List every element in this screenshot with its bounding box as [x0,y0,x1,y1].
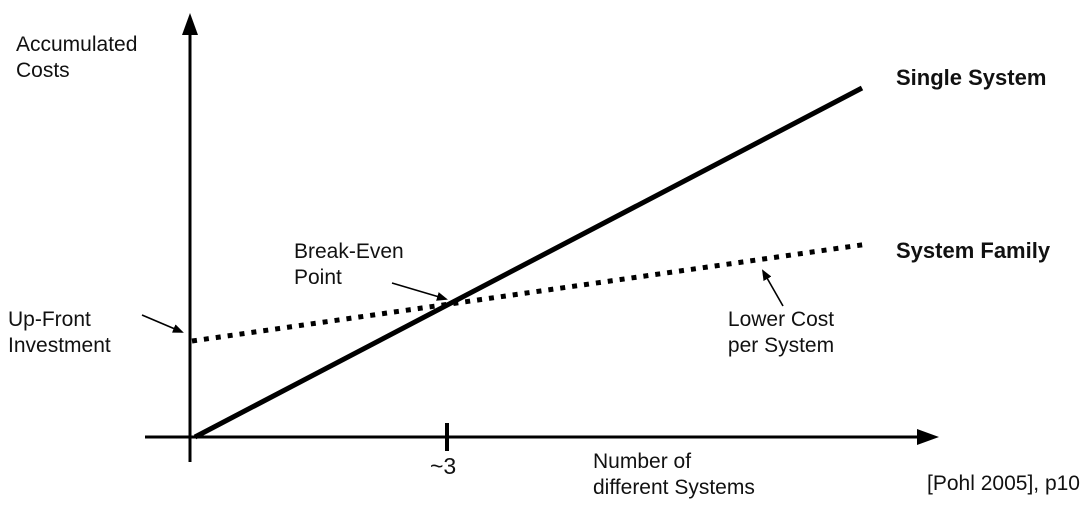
y-axis-label: Accumulated Costs [16,33,138,83]
x-axis-label: Number of different Systems [593,450,755,500]
up-front-arrow [141,314,184,333]
lower-cost-arrow [762,269,784,307]
citation: [Pohl 2005], p10 [927,472,1080,495]
break-even-arrow [391,282,448,301]
single-system-series-label: Single System [896,65,1047,90]
up-front-investment-annotation: Up-Front Investment [8,308,111,358]
system-family-series-label: System Family [896,238,1051,263]
lower-cost-annotation: Lower Cost per System [727,308,835,358]
break-even-annotation: Break-Even Point [294,240,404,290]
x-tick-label: ~3 [430,453,457,479]
single-system-line [193,85,864,440]
